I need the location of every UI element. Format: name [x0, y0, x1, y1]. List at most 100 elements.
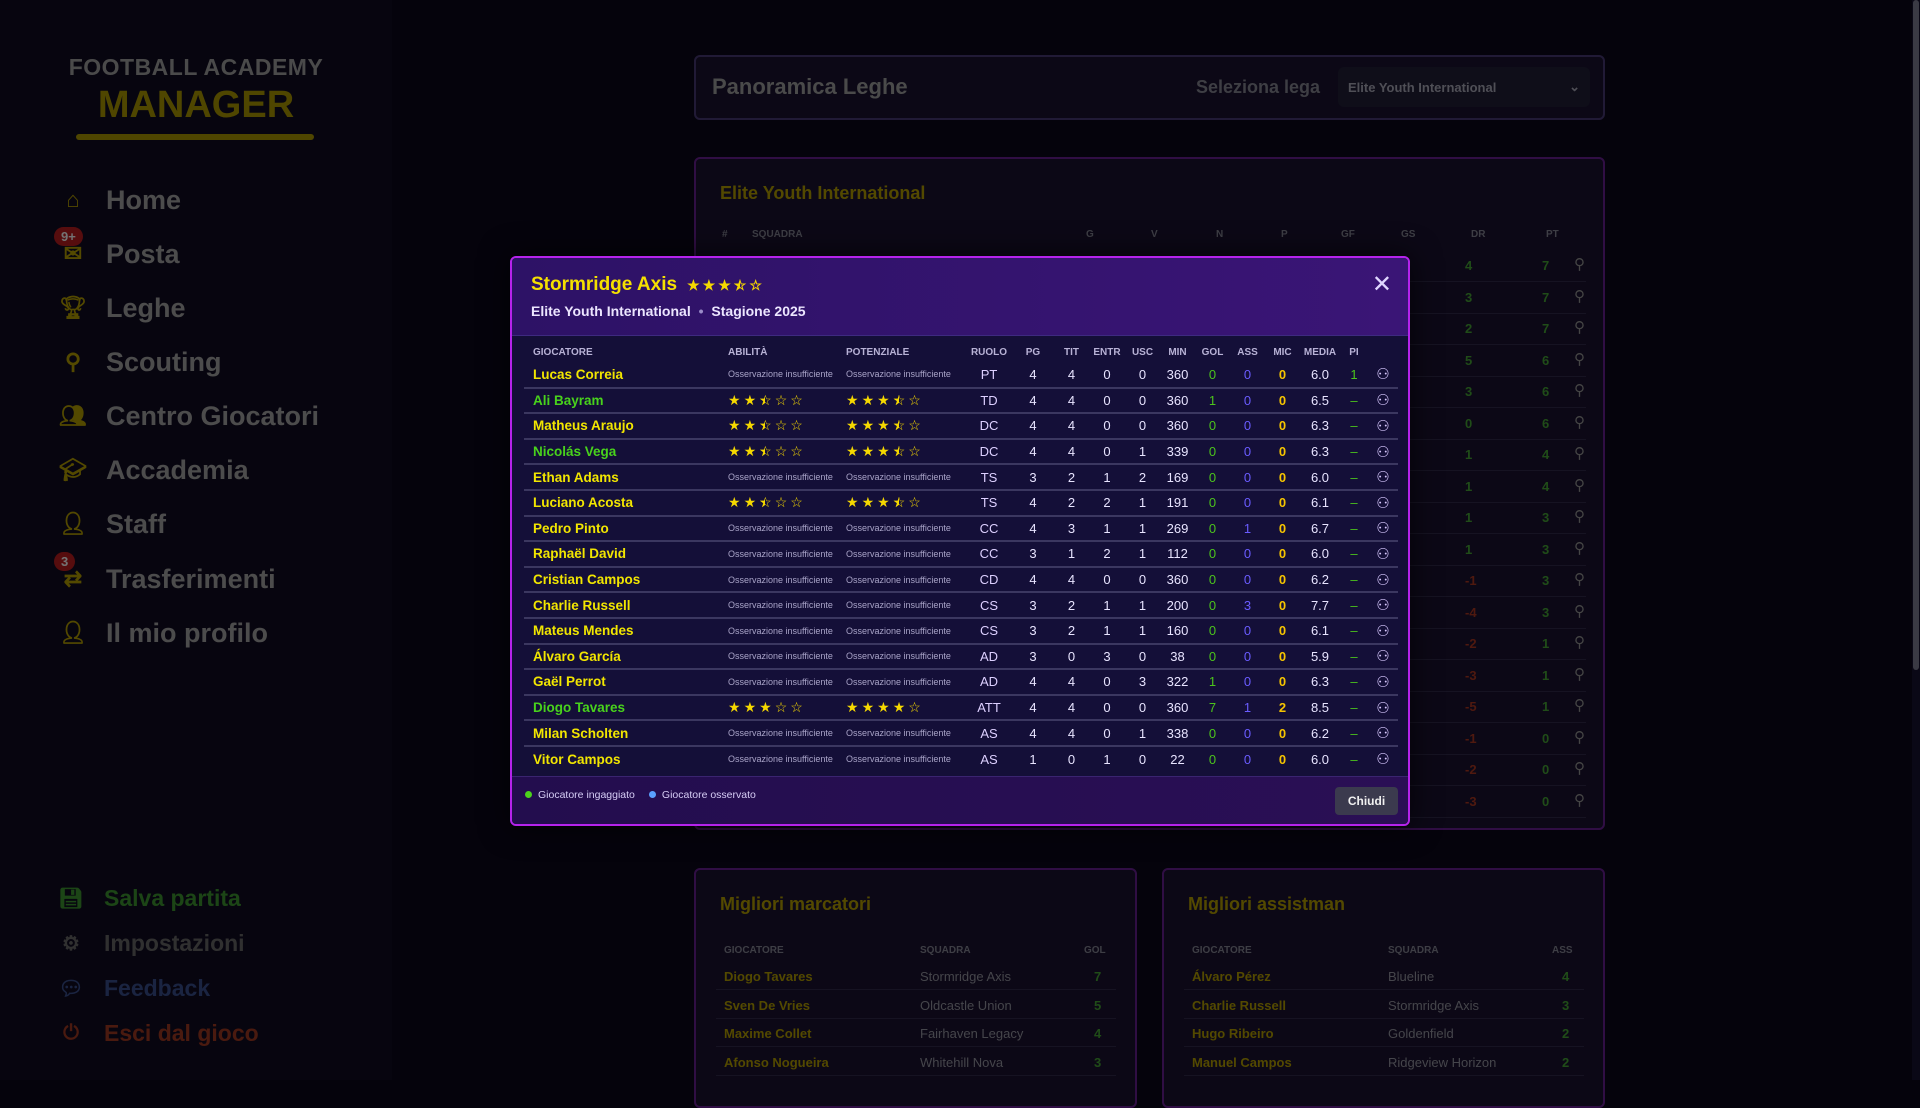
view-player-icon[interactable]: ⚇: [1368, 541, 1398, 568]
player-name[interactable]: Matheus Araujo: [524, 413, 728, 440]
sidebar-item-staff[interactable]: 👤︎ Staff: [58, 504, 166, 544]
search-icon[interactable]: ⚲: [1574, 382, 1585, 399]
player-row[interactable]: Cristian Campos Osservazione insufficient…: [524, 566, 1398, 594]
view-player-icon[interactable]: ⚇: [1368, 566, 1398, 594]
close-icon[interactable]: ✕: [1371, 271, 1392, 298]
search-icon[interactable]: ⚲: [1574, 760, 1585, 777]
search-icon[interactable]: ⚲: [1574, 508, 1585, 525]
sidebar-item-home[interactable]: ⌂ Home: [58, 180, 181, 220]
view-player-icon[interactable]: ⚇: [1368, 464, 1398, 491]
player-name[interactable]: Mateus Mendes: [524, 617, 728, 645]
sidebar-item-centro-giocatori[interactable]: 👥︎ Centro Giocatori: [58, 396, 319, 436]
search-icon[interactable]: ⚲: [1574, 728, 1585, 746]
sidebar-item-scouting[interactable]: ⚲ Scouting: [58, 342, 222, 382]
stat-value: 2: [1562, 1054, 1570, 1070]
sidebar-item-il-mio-profilo[interactable]: 👤︎ Il mio profilo: [58, 613, 268, 653]
view-player-icon[interactable]: ⚇: [1368, 387, 1398, 415]
search-icon[interactable]: ⚲: [1574, 665, 1585, 683]
player-name[interactable]: Lucas Correia: [524, 362, 728, 389]
player-name[interactable]: Charlie Russell: [524, 592, 728, 619]
sidebar-item-posta[interactable]: ✉ 9+ Posta: [54, 227, 180, 274]
player-name[interactable]: Diogo Tavares: [524, 694, 728, 722]
search-icon[interactable]: ⚲: [1574, 634, 1585, 651]
player-name[interactable]: Milan Scholten: [524, 720, 728, 747]
player-row[interactable]: Álvaro García Osservazione insufficiente O…: [524, 643, 1398, 671]
player-row[interactable]: Diogo Tavares ★ ★ ★ ☆ ☆ ★ ★ ★ ★ ☆ ATT 4 4 0 0 360 7 1 2 8.5–…: [524, 694, 1398, 722]
player-name[interactable]: Gaël Perrot: [524, 669, 728, 696]
search-icon[interactable]: ⚲: [1574, 602, 1585, 620]
view-player-icon[interactable]: ⚇: [1368, 643, 1398, 671]
leader-row[interactable]: Maxime Collet Fairhaven Legacy 4: [716, 1019, 1116, 1047]
player-row[interactable]: Gaël Perrot Osservazione insufficiente Oss…: [524, 669, 1398, 696]
view-player-icon[interactable]: ⚇: [1368, 413, 1398, 440]
player-name[interactable]: Vitor Campos: [533, 751, 621, 767]
search-icon[interactable]: ⚲: [1574, 791, 1585, 809]
leader-row[interactable]: Álvaro Pérez Blueline 4: [1184, 962, 1584, 990]
search-icon[interactable]: ⚲: [1574, 319, 1585, 336]
search-icon[interactable]: ⚲: [1574, 413, 1585, 431]
view-player-icon[interactable]: ⚇: [1368, 362, 1398, 389]
leader-row[interactable]: Manuel Campos Ridgeview Horizon 2: [1184, 1048, 1584, 1076]
player-name[interactable]: Ali Bayram: [524, 387, 728, 415]
player-name: Afonso Nogueira: [724, 1054, 829, 1070]
player-name[interactable]: Álvaro García: [524, 643, 728, 671]
leader-row[interactable]: Afonso Nogueira Whitehill Nova 3: [716, 1048, 1116, 1076]
view-player-icon[interactable]: ⚇: [1368, 489, 1398, 517]
leader-row[interactable]: Hugo Ribeiro Goldenfield 2: [1184, 1019, 1584, 1047]
player-row[interactable]: Luciano Acosta★★☆☆☆★★★☆☆TS42211910006.1–…: [524, 489, 1398, 517]
star-full-icon: ★: [877, 494, 890, 511]
star-empty-icon: ☆: [908, 494, 921, 511]
sidebar-item-leghe[interactable]: 🏆︎ Leghe: [58, 288, 185, 328]
player-row[interactable]: Milan Scholten Osservazione insufficiente…: [524, 720, 1398, 747]
search-icon[interactable]: ⚲: [1574, 571, 1585, 588]
search-icon[interactable]: ⚲: [1574, 476, 1585, 494]
player-row[interactable]: Charlie Russell Osservazione insufficient…: [524, 592, 1398, 619]
view-player-icon[interactable]: ⚇: [1376, 751, 1390, 769]
player-name[interactable]: Cristian Campos: [524, 566, 728, 594]
goal-difference: 3: [1465, 384, 1473, 399]
player-row[interactable]: Matheus Araujo★★☆☆☆★★★☆☆DC44003600006.3–…: [524, 413, 1398, 440]
player-row[interactable]: Vitor Campos Osservazione insufficiente Os…: [524, 746, 1398, 772]
sidebar-action-esci-dal-gioco[interactable]: ⏻ Esci dal gioco: [58, 1016, 259, 1050]
search-icon[interactable]: ⚲: [1574, 539, 1585, 557]
view-player-icon[interactable]: ⚇: [1368, 515, 1398, 543]
view-player-icon[interactable]: ⚇: [1368, 694, 1398, 722]
player-row[interactable]: Raphaël David Osservazione insufficiente O…: [524, 541, 1398, 568]
view-player-icon[interactable]: ⚇: [1368, 438, 1398, 466]
view-player-icon[interactable]: ⚇: [1368, 669, 1398, 696]
view-player-icon[interactable]: ⚇: [1368, 617, 1398, 645]
leader-row[interactable]: Diogo Tavares Stormridge Axis 7: [716, 962, 1116, 990]
player-name[interactable]: Raphaël David: [524, 541, 728, 568]
sidebar-action-feedback[interactable]: 💬︎ Feedback: [58, 971, 210, 1005]
sidebar-item-accademia[interactable]: 🎓︎ Accademia: [58, 450, 249, 490]
view-player-icon[interactable]: ⚇: [1368, 592, 1398, 619]
scrollbar-thumb[interactable]: [1913, 0, 1919, 670]
sidebar-item-trasferimenti[interactable]: ⇄ 3 Trasferimenti: [54, 552, 276, 599]
player-name[interactable]: Nicolás Vega: [524, 438, 728, 466]
player-row[interactable]: Lucas Correia Osservazione insufficiente O…: [524, 362, 1398, 389]
stat-value: 2: [1562, 1026, 1570, 1041]
search-icon[interactable]: ⚲: [1574, 350, 1585, 368]
view-player-icon[interactable]: ⚇: [1368, 720, 1398, 747]
search-icon[interactable]: ⚲: [1574, 697, 1585, 714]
player-name[interactable]: Ethan Adams: [524, 464, 728, 491]
player-row[interactable]: Ethan Adams Osservazione insufficiente Oss…: [524, 464, 1398, 491]
player-row[interactable]: Mateus Mendes Osservazione insufficiente O…: [524, 617, 1398, 645]
sidebar-action-impostazioni[interactable]: ⚙ Impostazioni: [58, 926, 245, 960]
close-button[interactable]: Chiudi: [1335, 787, 1398, 815]
search-icon[interactable]: ⚲: [1574, 287, 1585, 305]
player-name[interactable]: Luciano Acosta: [524, 489, 728, 517]
leader-row[interactable]: Sven De Vries Oldcastle Union 5: [716, 991, 1116, 1019]
player-row[interactable]: Pedro Pinto Osservazione insufficiente Oss…: [524, 515, 1398, 543]
player-name[interactable]: Pedro Pinto: [524, 515, 728, 543]
select-league-label: Seleziona lega: [1196, 77, 1321, 97]
scrollbar[interactable]: [1912, 0, 1920, 1080]
search-icon[interactable]: ⚲: [1574, 256, 1585, 273]
stat-entr: 0: [1089, 387, 1125, 415]
league-select[interactable]: Elite Youth International ⌄: [1338, 67, 1590, 107]
search-icon[interactable]: ⚲: [1574, 445, 1585, 462]
leader-row[interactable]: Charlie Russell Stormridge Axis 3: [1184, 991, 1584, 1019]
sidebar-action-salva-partita[interactable]: 💾︎ Salva partita: [58, 881, 241, 915]
